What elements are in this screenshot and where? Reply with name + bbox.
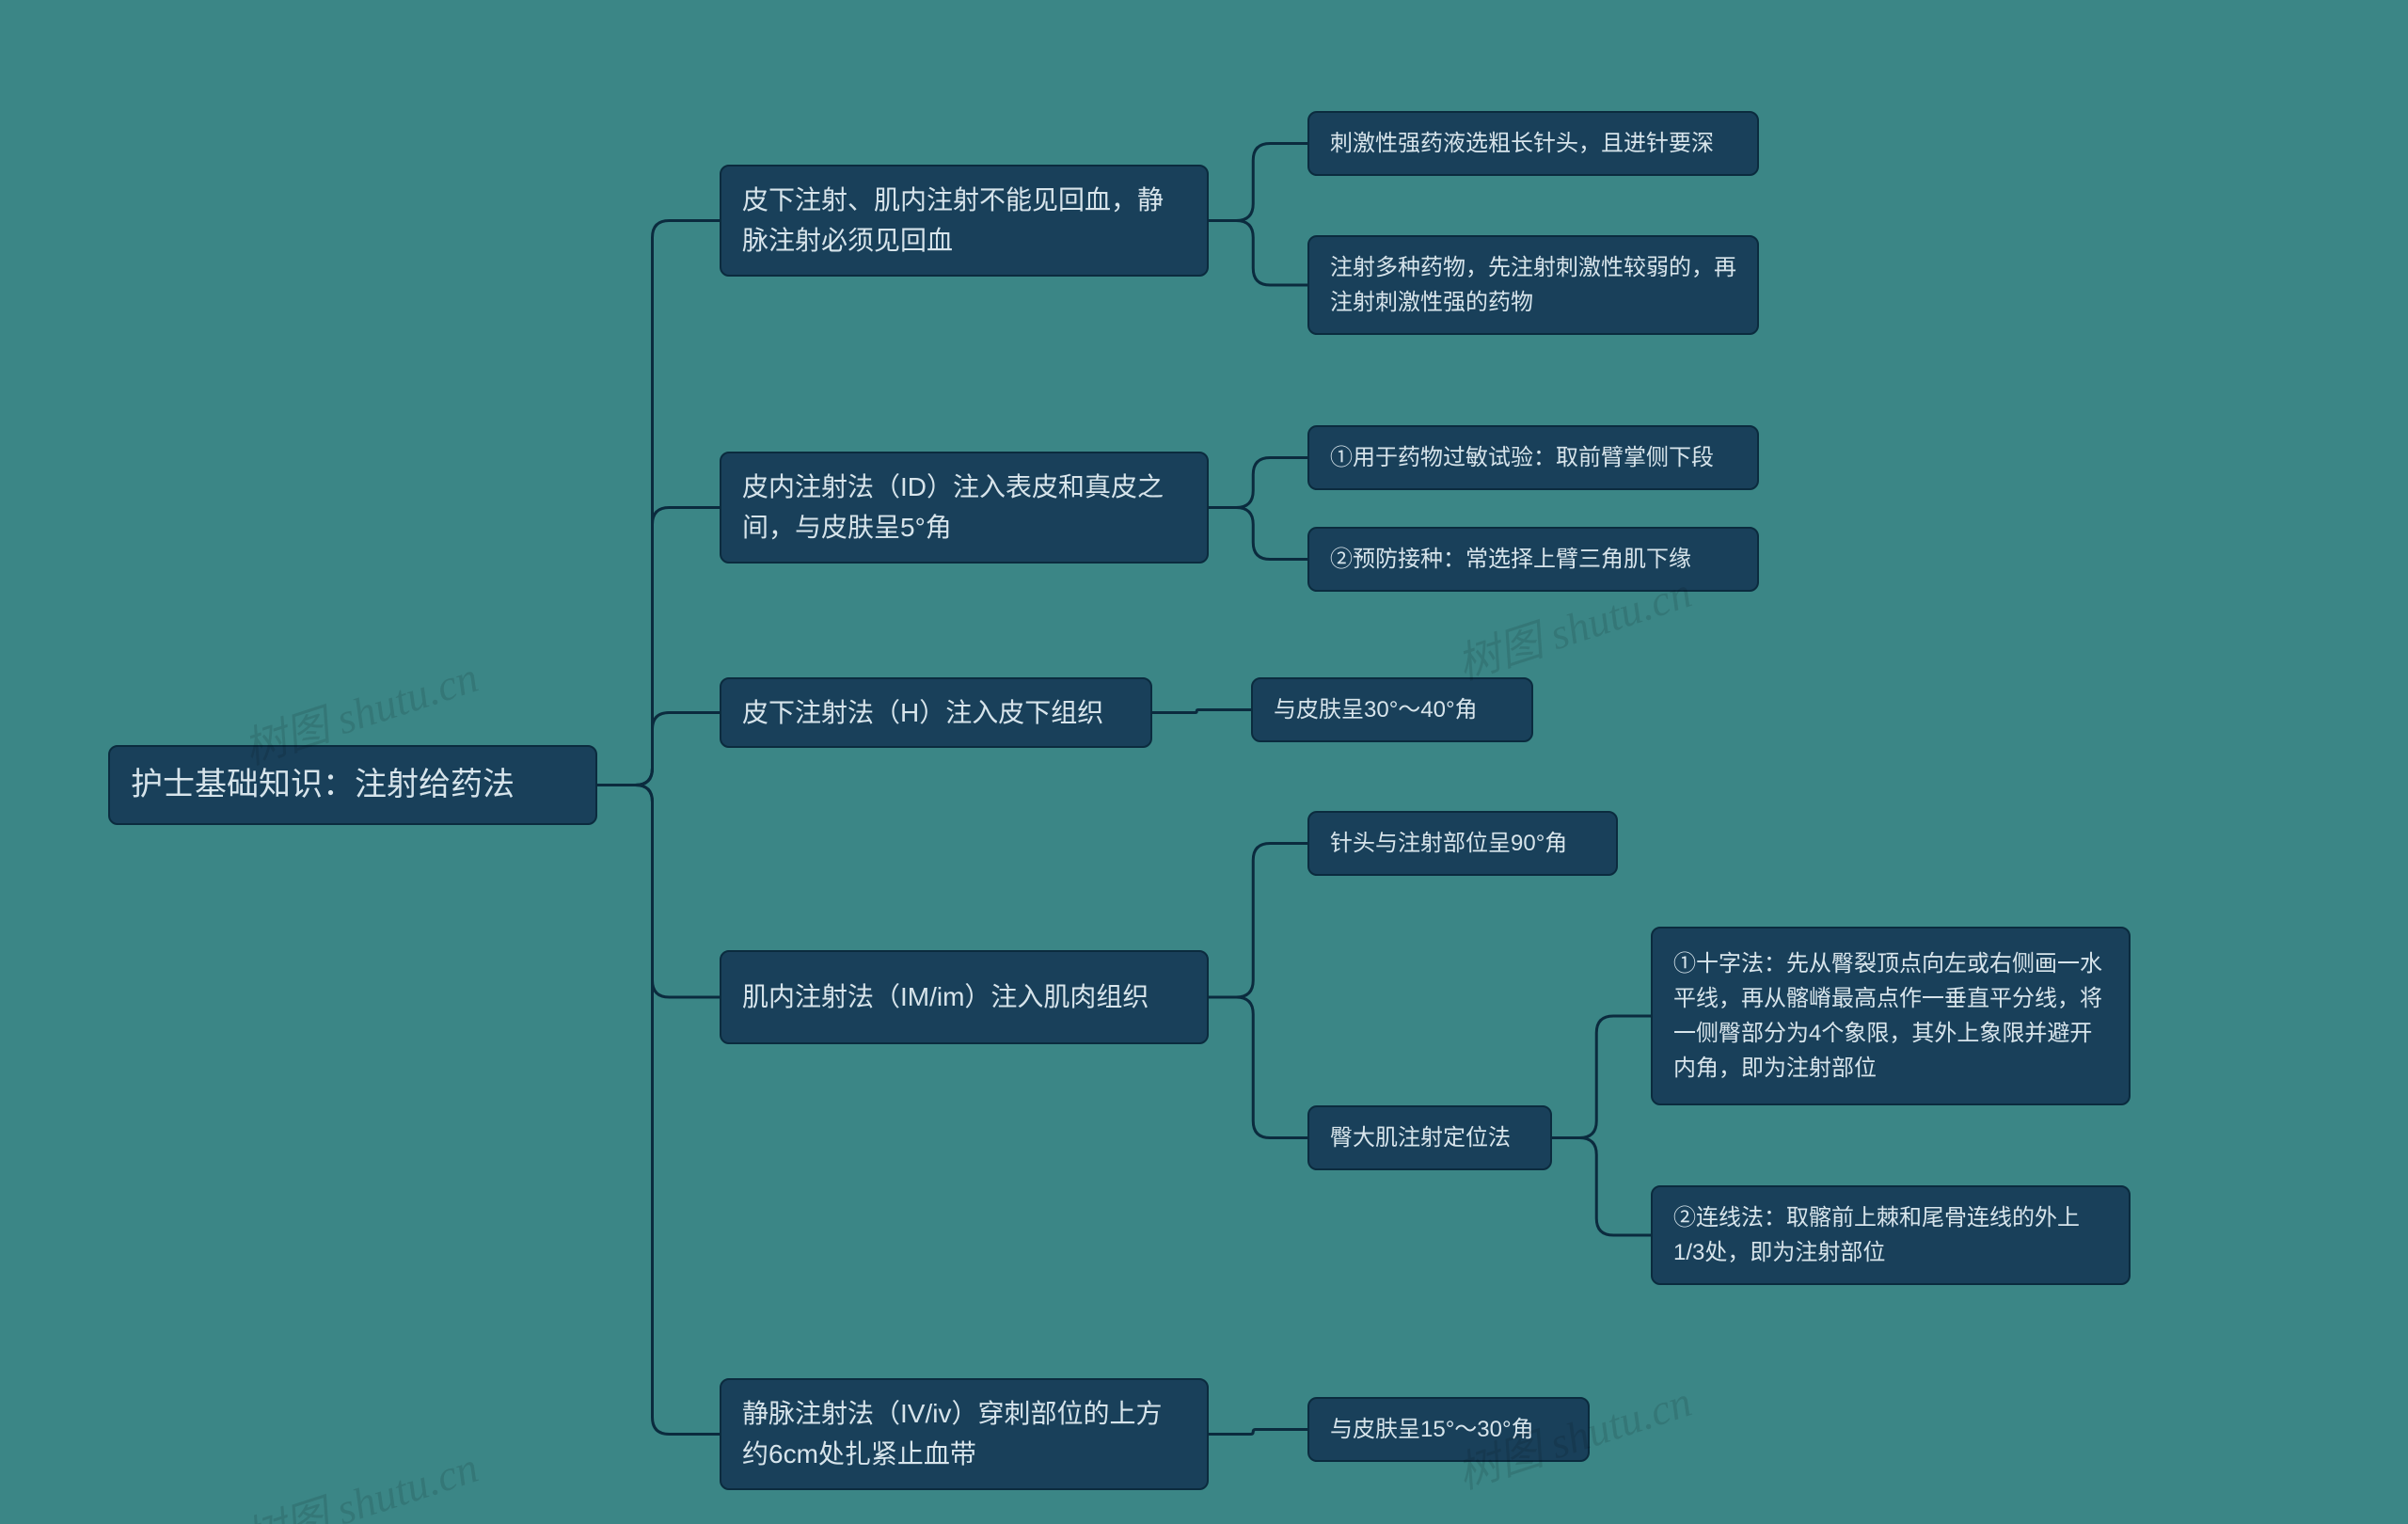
mindmap-node-root: 护士基础知识：注射给药法 (108, 745, 597, 825)
mindmap-node-b2: 皮内注射法（ID）注入表皮和真皮之间，与皮肤呈5°角 (720, 452, 1209, 564)
mindmap-node-b3c1: 与皮肤呈30°～40°角 (1251, 677, 1533, 742)
mindmap-node-b4c2a: ①十字法：先从臀裂顶点向左或右侧画一水平线，再从髂嵴最高点作一垂直平分线，将一侧… (1651, 927, 2131, 1105)
mindmap-node-b3: 皮下注射法（H）注入皮下组织 (720, 677, 1152, 748)
mindmap-node-b4c2b: ②连线法：取髂前上棘和尾骨连线的外上1/3处，即为注射部位 (1651, 1185, 2131, 1285)
mindmap-node-b5: 静脉注射法（IV/iv）穿刺部位的上方约6cm处扎紧止血带 (720, 1378, 1209, 1490)
mindmap-node-b5c1: 与皮肤呈15°～30°角 (1307, 1397, 1590, 1462)
mindmap-node-b1: 皮下注射、肌内注射不能见回血，静脉注射必须见回血 (720, 165, 1209, 277)
mindmap-node-b4: 肌内注射法（IM/im）注入肌肉组织 (720, 950, 1209, 1044)
mindmap-node-b4c1: 针头与注射部位呈90°角 (1307, 811, 1618, 876)
mindmap-node-b2c2: ②预防接种：常选择上臂三角肌下缘 (1307, 527, 1759, 592)
mindmap-node-b2c1: ①用于药物过敏试验：取前臂掌侧下段 (1307, 425, 1759, 490)
mindmap-node-b4c2: 臀大肌注射定位法 (1307, 1105, 1552, 1170)
mindmap-node-b1c2: 注射多种药物，先注射刺激性较弱的，再注射刺激性强的药物 (1307, 235, 1759, 335)
mindmap-node-b1c1: 刺激性强药液选粗长针头，且进针要深 (1307, 111, 1759, 176)
